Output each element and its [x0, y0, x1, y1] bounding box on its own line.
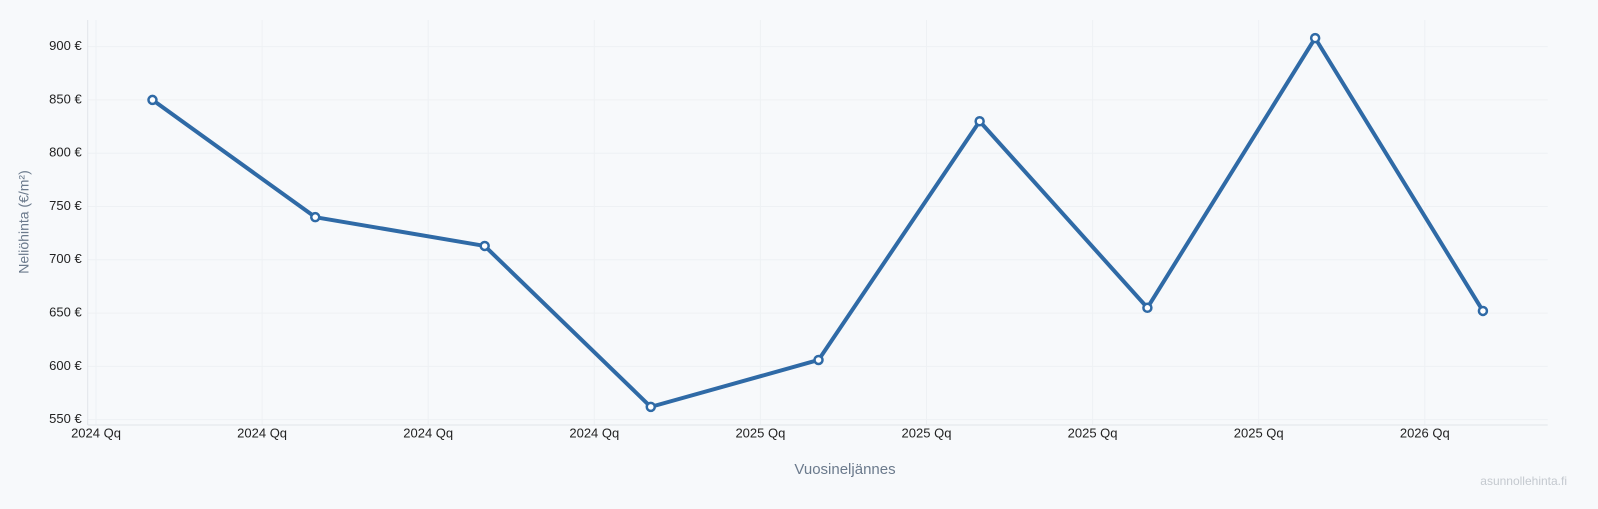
data-point: [147, 94, 158, 106]
y-tick-label: 850 €: [49, 91, 82, 106]
data-point: [1477, 305, 1489, 317]
y-tick-label: 650 €: [49, 305, 82, 320]
x-tick-label: 2024 Qq: [71, 425, 121, 440]
x-tick-label: 2025 Qq: [902, 425, 952, 440]
x-tick-label: 2025 Qq: [735, 425, 785, 440]
data-point: [974, 116, 985, 127]
y-tick-label: 600 €: [49, 358, 82, 373]
watermark: asunnollehinta.fi: [1480, 474, 1567, 488]
x-tick-label: 2025 Qq: [1234, 425, 1284, 440]
data-point: [645, 401, 657, 413]
data-point: [1309, 32, 1321, 44]
y-tick-label: 800 €: [49, 145, 82, 160]
x-tick-label: 2024 Qq: [569, 425, 619, 440]
x-tick-label: 2025 Qq: [1068, 425, 1118, 440]
x-tick-label: 2024 Qq: [237, 425, 287, 440]
data-line: [151, 36, 1485, 409]
x-tick-label: 2026 Qq: [1400, 425, 1450, 440]
data-point: [479, 240, 490, 252]
y-tick-label: 550 €: [49, 411, 82, 426]
y-tick-label: 900 €: [49, 38, 82, 53]
data-point: [1142, 302, 1153, 314]
data-point: [310, 211, 321, 223]
x-tick-label: 2024 Qq: [403, 425, 453, 440]
y-tick-label: 700 €: [49, 251, 82, 266]
data-point: [813, 354, 824, 366]
y-axis-title: Neliöhinta (€/m²): [16, 170, 32, 273]
x-axis-title: Vuosineljännes: [794, 461, 895, 478]
y-tick-label: 750 €: [49, 198, 82, 213]
